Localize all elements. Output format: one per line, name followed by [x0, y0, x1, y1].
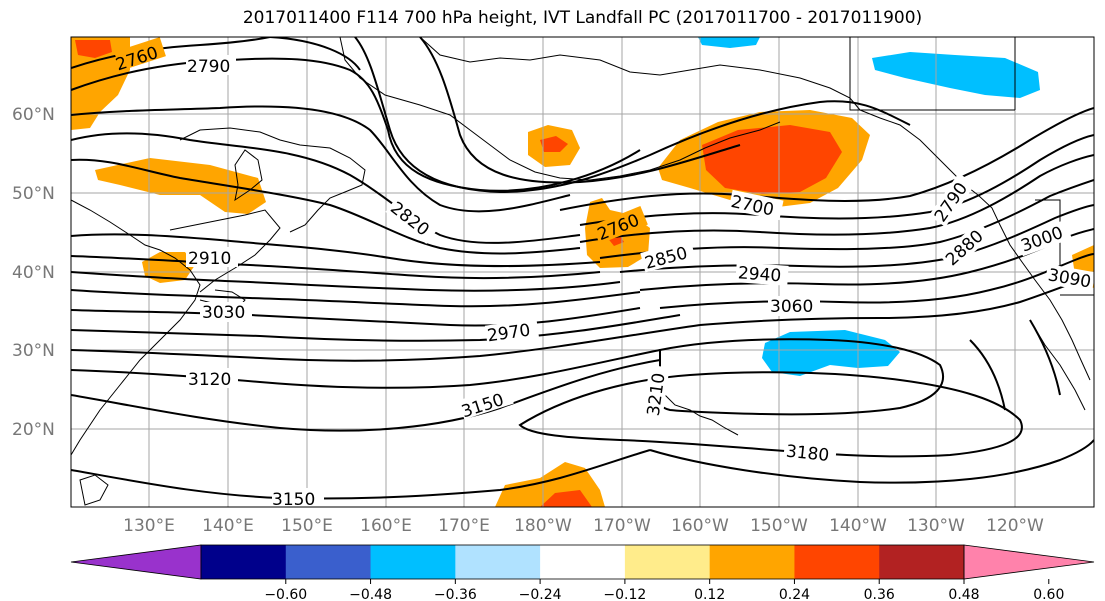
lon-label: 160°E: [360, 516, 412, 536]
ivt-strong-positive-region: [702, 125, 842, 194]
ivt-positive-region: [95, 158, 266, 214]
lat-label: 40°N: [12, 263, 55, 283]
contour-label: 3060: [770, 297, 813, 317]
contour-label: 2910: [188, 249, 231, 269]
ivt-positive-region: [71, 37, 130, 130]
contour-label: 3120: [188, 370, 231, 390]
lon-label: 130°E: [123, 516, 175, 536]
ivt-negative-region: [698, 37, 760, 48]
colorbar-bin: [201, 545, 287, 579]
colorbar-tick-label: −0.36: [434, 587, 477, 601]
lat-label: 50°N: [12, 184, 55, 204]
colorbar-bin: [285, 545, 372, 579]
colorbar-tick-label: 0.24: [779, 587, 810, 601]
colorbar-bin: [794, 545, 880, 579]
colorbar-tick-label: −0.48: [349, 587, 392, 601]
colorbar-extend-high: [963, 544, 1095, 580]
colorbar-tick-label: −0.60: [264, 587, 307, 601]
colorbar-tick-label: −0.24: [519, 587, 562, 601]
colorbar-bin: [455, 545, 541, 579]
colorbar-tick-label: 0.12: [694, 587, 725, 601]
colorbar-tick-label: 0.60: [1033, 587, 1064, 601]
ivt-strong-positive-region: [540, 136, 568, 152]
ivt-shading: [71, 37, 1094, 507]
lon-label: 150°W: [750, 516, 808, 536]
contour-label: 3180: [785, 442, 830, 466]
colorbar-bin: [540, 545, 626, 579]
lon-label: 180°W: [514, 516, 572, 536]
lat-label: 60°N: [12, 105, 55, 125]
lon-label: 160°W: [671, 516, 729, 536]
lon-label: 140°E: [202, 516, 254, 536]
contour-label: 3150: [272, 490, 315, 510]
colorbar-tick-label: 0.48: [948, 587, 979, 601]
map-title: 2017011400 F114 700 hPa height, IVT Land…: [242, 8, 923, 28]
colorbar-bin: [709, 545, 795, 579]
colorbar-tick-label: −0.12: [603, 587, 646, 601]
ivt-strong-positive-region: [540, 490, 592, 507]
colorbar: −0.60 −0.48 −0.36 −0.24 −0.12 0.12 0.24 0.36 0.4…: [70, 544, 1095, 601]
contour-label: 2790: [187, 57, 230, 77]
lon-label: 150°E: [281, 516, 333, 536]
longitude-labels: 130°E 140°E 150°E 160°E 170°E 180°W 170°…: [123, 516, 1044, 536]
lon-label: 140°W: [829, 516, 887, 536]
contour-label: 2940: [737, 263, 782, 286]
lon-label: 170°W: [593, 516, 651, 536]
lon-label: 120°W: [986, 516, 1044, 536]
map-area: 2760 2790 2910 3030 3120 3150 2820 2760 …: [71, 37, 1094, 510]
contour-label: 3030: [202, 303, 245, 323]
lon-label: 130°W: [907, 516, 965, 536]
colorbar-tick-label: 0.36: [864, 587, 895, 601]
map-frame: [70, 36, 1095, 508]
height-contours: [71, 37, 1094, 500]
ivt-negative-region: [872, 52, 1040, 98]
colorbar-bin: [370, 545, 456, 579]
ivt-strong-positive-region: [75, 40, 112, 58]
lat-label: 20°N: [12, 420, 55, 440]
latitude-labels: 60°N 50°N 40°N 30°N 20°N: [12, 105, 55, 440]
colorbar-extend-low: [70, 544, 202, 580]
lon-label: 170°E: [438, 516, 490, 536]
colorbar-border: [200, 544, 965, 580]
coastlines: [71, 37, 1094, 506]
colorbar-bin: [879, 545, 965, 579]
lat-label: 30°N: [12, 341, 55, 361]
colorbar-bin: [624, 545, 711, 579]
ivt-negative-region: [762, 330, 900, 376]
